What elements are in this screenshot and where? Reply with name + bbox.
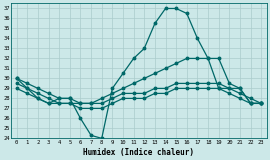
X-axis label: Humidex (Indice chaleur): Humidex (Indice chaleur) <box>83 148 194 156</box>
